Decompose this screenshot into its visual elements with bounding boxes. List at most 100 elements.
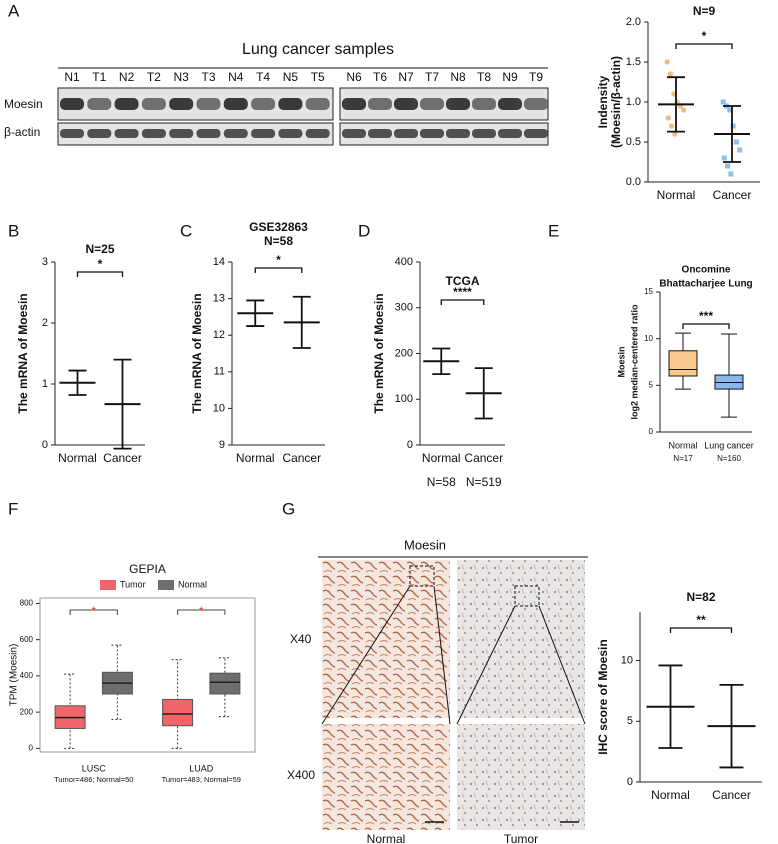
x-tick-label: Lung cancer xyxy=(704,440,754,450)
y-tick-label: 0 xyxy=(649,427,654,436)
y-tick-label: 1 xyxy=(42,378,48,390)
blot-band xyxy=(498,98,522,110)
chart-title: N=9 xyxy=(693,4,716,18)
x-tick-label: Normal xyxy=(58,451,97,465)
y-tick-label: 1.0 xyxy=(626,96,641,108)
ihc-title: Moesin xyxy=(404,537,446,552)
blot-row-label: Moesin xyxy=(4,97,43,111)
box xyxy=(209,672,241,695)
y-tick-label: 2 xyxy=(42,317,48,329)
blot-band xyxy=(141,129,166,138)
y-tick-label: 800 xyxy=(20,599,34,608)
blot-band xyxy=(305,98,330,110)
blot-band xyxy=(141,98,166,110)
legend-swatch xyxy=(100,580,116,590)
panel-letter: B xyxy=(8,221,19,240)
y-tick-label: 13 xyxy=(213,293,225,305)
ihc-image xyxy=(322,560,450,718)
y-tick-label: 200 xyxy=(395,347,413,359)
x-tick-label: Cancer xyxy=(712,788,751,802)
significance-bracket xyxy=(69,609,118,615)
x-tick-label: Normal xyxy=(668,440,697,450)
lane-label: N9 xyxy=(502,70,518,84)
y-tick-label: 0 xyxy=(42,439,48,451)
lane-label: T9 xyxy=(529,70,543,84)
panel-letter: C xyxy=(180,221,192,240)
panel-letter: E xyxy=(548,221,559,240)
y-tick-label: 10 xyxy=(621,654,633,666)
blot-band xyxy=(446,98,470,110)
y-tick-label: 10 xyxy=(213,402,225,414)
significance-label: *** xyxy=(699,309,713,323)
data-point xyxy=(665,115,671,121)
blot-band xyxy=(446,129,470,138)
significance-bracket xyxy=(440,299,485,305)
y-axis-label: (Moesin/β-actin) xyxy=(609,56,623,148)
y-tick-label: 400 xyxy=(20,671,34,680)
lane-label: T6 xyxy=(373,70,387,84)
blot-row-label: β-actin xyxy=(4,125,40,139)
lane-label: T5 xyxy=(311,70,325,84)
box xyxy=(162,698,194,727)
lane-label: N3 xyxy=(174,70,190,84)
data-point xyxy=(720,99,726,105)
lane-label: N2 xyxy=(119,70,135,84)
panel-letter: F xyxy=(8,499,18,518)
blot-band xyxy=(524,129,548,138)
blot-band xyxy=(87,129,112,138)
y-axis-label: log2 median-centered ratio xyxy=(629,304,639,420)
blot-band xyxy=(368,129,392,138)
category-note: N=17 xyxy=(673,454,693,463)
blot-band xyxy=(342,98,366,110)
y-tick-label: 400 xyxy=(395,256,413,268)
significance-label: ** xyxy=(696,613,706,627)
significance-label: * xyxy=(91,604,96,618)
blot-band xyxy=(342,129,366,138)
significance-label: **** xyxy=(453,285,472,299)
x-tick-label: Normal xyxy=(651,788,690,802)
y-tick-label: 5 xyxy=(649,380,654,389)
legend-label: Normal xyxy=(178,579,207,589)
y-tick-label: 100 xyxy=(395,393,413,405)
blot-band xyxy=(169,98,194,110)
blot-band xyxy=(472,98,496,110)
blot-band xyxy=(223,98,248,110)
category-note: N=519 xyxy=(466,475,502,489)
y-tick-label: 200 xyxy=(20,707,34,716)
chart-subtitle: N=58 xyxy=(264,234,293,248)
blot-band xyxy=(368,98,392,110)
ihc-col-label: Tumor xyxy=(504,832,538,844)
blot-band xyxy=(60,98,84,110)
box xyxy=(668,350,698,377)
data-point xyxy=(733,139,739,145)
lane-label: T4 xyxy=(256,70,270,84)
lane-label: N1 xyxy=(64,70,80,84)
blot-band xyxy=(60,129,84,138)
blot-band xyxy=(394,98,418,110)
y-tick-label: 9 xyxy=(219,439,225,451)
blot-band xyxy=(420,98,444,110)
lane-label: T7 xyxy=(425,70,439,84)
category-note: Tumor=483; Normal=59 xyxy=(162,775,241,784)
chart-title: Oncomine xyxy=(682,265,731,276)
blot-band xyxy=(278,98,303,110)
x-tick-label: Cancer xyxy=(713,188,752,202)
blot-title: Lung cancer samples xyxy=(242,41,394,58)
category-note: N=58 xyxy=(427,475,456,489)
y-tick-label: 15 xyxy=(644,287,653,296)
data-point xyxy=(730,123,736,129)
chart-title: N=25 xyxy=(85,242,114,256)
lane-label: N4 xyxy=(228,70,244,84)
x-tick-label: Normal xyxy=(236,451,275,465)
y-tick-label: 300 xyxy=(395,302,413,314)
ihc-image xyxy=(457,560,585,718)
data-point xyxy=(721,155,727,161)
blot-band xyxy=(196,129,221,138)
y-tick-label: 2.0 xyxy=(626,16,641,28)
data-point xyxy=(667,71,674,77)
significance-bracket xyxy=(675,43,733,49)
data-point xyxy=(669,123,675,129)
x-tick-label: LUSC xyxy=(82,763,107,773)
y-axis-label: TPM (Moesin) xyxy=(9,644,20,707)
